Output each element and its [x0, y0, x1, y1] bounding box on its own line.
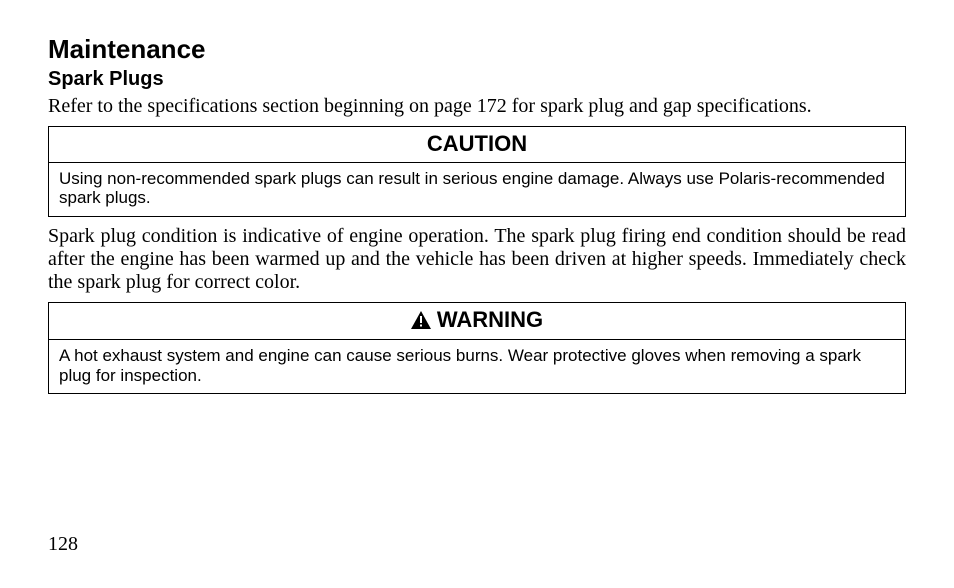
intro-paragraph: Refer to the specifications section begi…: [48, 95, 906, 118]
warning-header: WARNING: [49, 303, 905, 340]
caution-label: CAUTION: [427, 131, 527, 156]
caution-box: CAUTION Using non-recommended spark plug…: [48, 126, 906, 216]
caution-body: Using non-recommended spark plugs can re…: [49, 163, 905, 216]
subsection-heading: Spark Plugs: [48, 67, 906, 91]
warning-label: WARNING: [437, 307, 543, 332]
page-number: 128: [48, 533, 78, 556]
body-paragraph: Spark plug condition is indicative of en…: [48, 225, 906, 294]
warning-icon: [411, 309, 431, 335]
manual-page: Maintenance Spark Plugs Refer to the spe…: [0, 0, 954, 588]
warning-box: WARNING A hot exhaust system and engine …: [48, 302, 906, 394]
caution-header: CAUTION: [49, 127, 905, 162]
warning-body: A hot exhaust system and engine can caus…: [49, 340, 905, 393]
section-heading: Maintenance: [48, 34, 906, 65]
